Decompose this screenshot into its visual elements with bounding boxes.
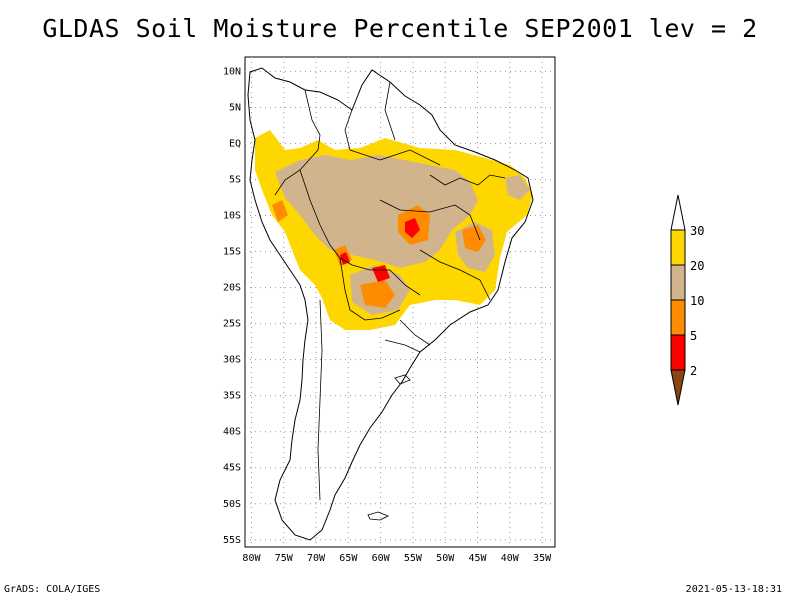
lat-tick-label: 45S xyxy=(223,463,241,474)
lon-tick-label: 70W xyxy=(307,553,326,564)
colorbar-top-triangle xyxy=(670,194,686,231)
colorbar: 2 5 10 20 30 xyxy=(670,194,704,406)
coastline xyxy=(247,67,534,541)
island xyxy=(394,374,411,385)
lon-tick-label: 35W xyxy=(533,553,552,564)
colorbar-level-label: 20 xyxy=(690,259,704,273)
lat-tick-label: 10N xyxy=(223,66,241,77)
colorbar-level-label: 30 xyxy=(690,224,704,238)
colorbar-level-label: 10 xyxy=(690,294,704,308)
lat-tick-label: 55S xyxy=(223,535,241,546)
lon-tick-label: 65W xyxy=(339,553,358,564)
lon-tick-label: 55W xyxy=(404,553,423,564)
lon-tick-label: 50W xyxy=(436,553,455,564)
shade-2-5 xyxy=(372,265,390,282)
shade-2-5 xyxy=(405,218,420,238)
latitude-labels: 10N 5N EQ 5S 10S 15S 20S 25S 30S 35S 40S 45S 50S 55S xyxy=(223,66,241,545)
soil-moisture-shading xyxy=(255,130,533,330)
colorbar-level-label: 2 xyxy=(690,364,697,378)
lon-tick-label: 45W xyxy=(468,553,487,564)
map-panel: 10N5NEQ5S10S15S20S25S30S35S40S45S50S55S … xyxy=(223,56,556,564)
lat-tick-label: 40S xyxy=(223,427,241,438)
lat-tick-label: 35S xyxy=(223,391,241,402)
lat-tick-label: 5S xyxy=(229,175,241,186)
lon-tick-label: 40W xyxy=(501,553,520,564)
chart-title: GLDAS Soil Moisture Percentile SEP2001 l… xyxy=(42,14,758,43)
footer-credit: GrADS: COLA/IGES xyxy=(4,584,101,595)
colorbar-box-2-5 xyxy=(670,334,686,371)
lat-tick-label: EQ xyxy=(229,138,241,149)
shade-5-10 xyxy=(360,280,395,308)
lat-tick-label: 20S xyxy=(223,283,241,294)
falkland-islands xyxy=(367,511,389,521)
lon-tick-label: 75W xyxy=(275,553,294,564)
lat-tick-label: 5N xyxy=(229,102,241,113)
shade-5-10 xyxy=(462,225,486,252)
colorbar-box-10-20 xyxy=(670,264,686,301)
lat-tick-label: 30S xyxy=(223,355,241,366)
shade-2-5 xyxy=(340,252,350,265)
lon-tick-label: 60W xyxy=(372,553,391,564)
shade-5-10 xyxy=(272,200,288,222)
colorbar-bottom-triangle xyxy=(670,369,686,406)
colorbar-labels: 2 5 10 20 30 xyxy=(690,224,704,378)
lat-tick-label: 50S xyxy=(223,499,241,510)
colorbar-box-5-10 xyxy=(670,299,686,336)
lat-tick-label: 10S xyxy=(223,211,241,222)
country-borders xyxy=(274,81,506,501)
colorbar-level-label: 5 xyxy=(690,329,697,343)
longitude-labels: 80W 75W 70W 65W 60W 55W 50W 45W 40W 35W xyxy=(242,553,552,564)
lon-tick-label: 80W xyxy=(242,553,261,564)
lat-tick-label: 25S xyxy=(223,319,241,330)
shade-10-20 xyxy=(505,175,530,200)
colorbar-box-20-30 xyxy=(670,229,686,266)
footer-timestamp: 2021-05-13-18:31 xyxy=(685,584,782,595)
lat-tick-label: 15S xyxy=(223,247,241,258)
